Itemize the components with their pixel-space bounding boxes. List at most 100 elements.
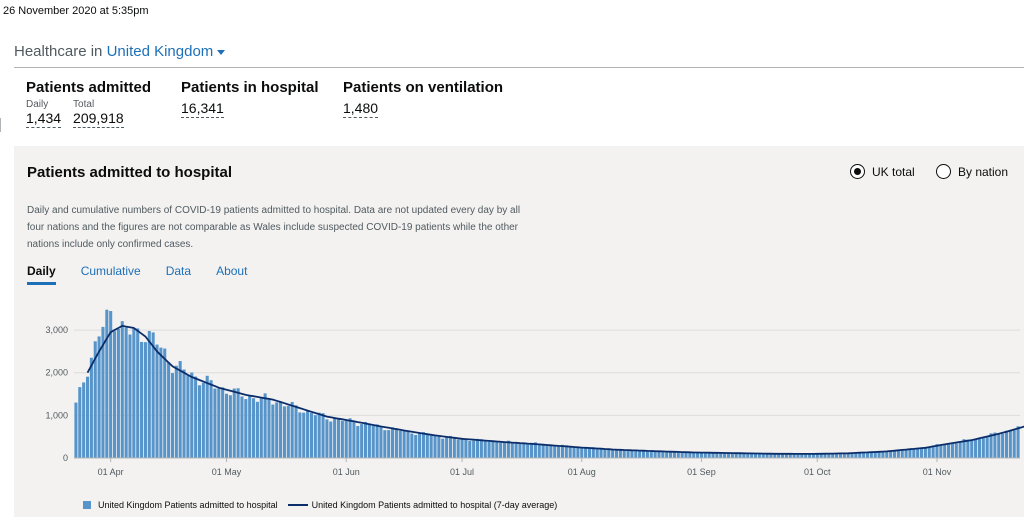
daily-bar	[398, 430, 402, 458]
area-heading: Healthcare in United Kingdom	[14, 43, 226, 60]
tab-daily[interactable]: Daily	[27, 264, 56, 285]
daily-bar	[665, 451, 669, 458]
daily-bar	[726, 453, 731, 458]
daily-bar	[475, 438, 480, 458]
daily-bar	[252, 398, 256, 458]
daily-bar	[773, 453, 777, 458]
headline-patients-on-ventilation: Patients on ventilation 1,480	[343, 79, 503, 118]
daily-bar	[248, 395, 252, 458]
daily-bar	[391, 427, 395, 458]
daily-bar	[533, 442, 537, 458]
y-tick-label: 1,000	[45, 410, 68, 420]
daily-bar	[850, 452, 854, 458]
daily-bar	[765, 453, 769, 458]
daily-bar	[796, 454, 800, 458]
daily-bar	[298, 412, 302, 458]
daily-bar	[676, 451, 680, 458]
headline-title: Patients on ventilation	[343, 79, 504, 96]
radio-label: By nation	[958, 164, 1009, 179]
daily-bar	[128, 334, 132, 458]
headline-title: Patients in hospital	[181, 79, 319, 96]
daily-bar	[993, 432, 997, 458]
card-title: Patients admitted to hospital	[27, 164, 233, 181]
daily-bar	[541, 445, 545, 458]
admissions-chart: 0 1,000 2,000 3,000 01 Apr 01 May 01 Jun 01 Jul…	[45, 309, 1024, 477]
daily-bar	[947, 443, 951, 458]
daily-bar	[653, 451, 657, 458]
daily-bar	[603, 448, 607, 458]
daily-bar	[309, 412, 313, 458]
seven-day-average-line	[86, 324, 1024, 455]
daily-bar	[313, 415, 317, 458]
daily-bar	[900, 450, 904, 458]
daily-bar	[402, 430, 406, 458]
daily-bar	[190, 372, 194, 458]
daily-bar	[348, 418, 352, 458]
daily-bar	[167, 362, 171, 458]
daily-bar	[120, 321, 124, 458]
daily-bar	[703, 452, 707, 458]
daily-bar	[1012, 430, 1016, 458]
tab-about[interactable]: About	[216, 264, 248, 278]
radio-uk-total[interactable]: UK total	[850, 164, 915, 179]
y-tick-label: 3,000	[45, 325, 68, 335]
daily-bar	[333, 418, 337, 458]
daily-bar	[132, 328, 136, 458]
daily-bar	[819, 453, 823, 458]
daily-bar	[344, 419, 348, 458]
daily-bar	[869, 452, 873, 458]
daily-bar	[750, 452, 754, 458]
daily-bar	[800, 454, 804, 458]
daily-bar	[1001, 433, 1005, 458]
daily-bar	[572, 447, 576, 458]
daily-bar	[452, 437, 456, 458]
daily-bar	[205, 375, 209, 458]
daily-bar	[672, 451, 676, 458]
location-dropdown[interactable]: United Kingdom	[107, 43, 226, 60]
daily-bar	[445, 437, 449, 458]
daily-bar	[279, 401, 283, 458]
in-hospital-value[interactable]: 16,341	[181, 100, 224, 118]
daily-bar	[360, 424, 364, 458]
daily-bar	[680, 452, 684, 458]
daily-bar	[294, 405, 298, 458]
daily-bar	[85, 376, 90, 458]
daily-bar	[116, 329, 120, 458]
daily-bar	[217, 388, 221, 458]
daily-value[interactable]: 1,434	[26, 110, 62, 128]
x-tick-label: 01 Oct	[804, 467, 831, 477]
daily-bar	[842, 453, 846, 458]
daily-bar	[479, 439, 483, 458]
daily-bar	[143, 342, 147, 458]
daily-bar	[923, 447, 927, 458]
daily-bar	[657, 451, 661, 458]
caret-down-icon	[217, 49, 226, 55]
daily-bar	[537, 443, 541, 458]
radio-by-nation[interactable]: By nation	[936, 164, 1008, 179]
daily-bar	[302, 412, 306, 458]
tab-cumulative[interactable]: Cumulative	[80, 264, 141, 278]
daily-bar	[472, 440, 476, 458]
total-value[interactable]: 209,918	[73, 110, 124, 128]
daily-bar	[630, 450, 634, 458]
daily-bar	[178, 361, 182, 458]
daily-bar	[974, 439, 978, 458]
daily-bar	[286, 405, 290, 458]
tab-data[interactable]: Data	[165, 264, 192, 278]
daily-bar	[560, 444, 564, 458]
daily-bar	[510, 442, 514, 458]
daily-bar	[506, 440, 510, 458]
daily-bar	[421, 432, 425, 458]
daily-bar	[259, 397, 263, 458]
daily-bar	[78, 387, 82, 458]
daily-bar	[831, 453, 835, 458]
daily-bar	[275, 402, 279, 458]
daily-bar	[966, 439, 970, 458]
daily-bar	[140, 341, 144, 458]
daily-bar	[410, 433, 414, 458]
daily-bar	[1008, 430, 1012, 458]
daily-bar	[873, 452, 877, 458]
ventilation-value[interactable]: 1,480	[343, 100, 379, 118]
daily-bar	[854, 453, 858, 458]
daily-bar	[487, 441, 491, 458]
